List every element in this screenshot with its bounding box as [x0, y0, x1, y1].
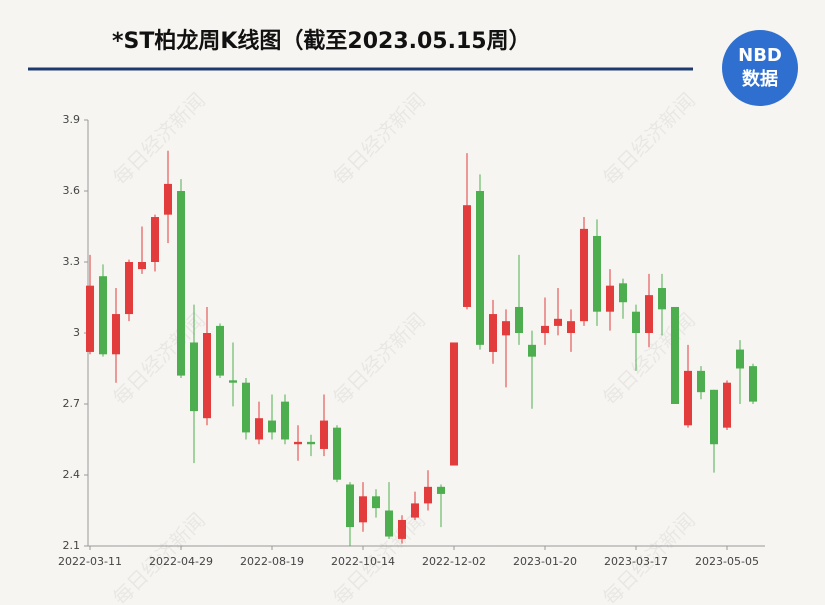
y-tick-label: 3.9 [63, 113, 81, 126]
logo-text: 数据 [742, 68, 778, 90]
candle-body [567, 321, 575, 333]
y-tick-label: 2.4 [63, 468, 81, 481]
candle-body [580, 228, 588, 322]
candle-body [671, 306, 679, 404]
candle-body [632, 311, 640, 333]
candle-body [697, 370, 705, 393]
candle-body [359, 496, 367, 523]
candle-body [749, 366, 757, 402]
candle-body [229, 380, 237, 383]
x-tick-label: 2022-08-19 [240, 555, 304, 568]
y-tick-label: 3.6 [63, 184, 81, 197]
candle-body [307, 441, 315, 445]
candle-body [450, 342, 458, 466]
candle-body [346, 484, 354, 528]
candle-body [684, 370, 692, 426]
x-tick-label: 2022-10-14 [331, 555, 395, 568]
candle-body [203, 333, 211, 419]
candle-body [255, 418, 263, 440]
candle-body [112, 314, 120, 355]
candle-body [151, 217, 159, 262]
candle-body [125, 262, 133, 315]
candle-body [99, 276, 107, 355]
candle-body [86, 285, 94, 352]
candle-body [463, 205, 471, 307]
candle-body [437, 486, 445, 494]
candle-body [515, 306, 523, 333]
x-tick-label: 2022-12-02 [422, 555, 486, 568]
logo-text: NBD [738, 45, 782, 66]
candle-body [385, 510, 393, 537]
candle-body [268, 420, 276, 433]
candle-body [424, 486, 432, 504]
logo [722, 30, 798, 106]
candle-body [554, 318, 562, 326]
y-tick-label: 2.1 [63, 539, 81, 552]
candle-body [164, 183, 172, 215]
candle-body [242, 382, 250, 433]
candle-body [333, 427, 341, 480]
candle-body [320, 420, 328, 449]
candle-body [411, 503, 419, 518]
candle-body [489, 314, 497, 352]
candle-body [541, 325, 549, 333]
candle-body [398, 519, 406, 539]
y-tick-label: 2.7 [63, 397, 81, 410]
candle-body [502, 321, 510, 336]
candle-body [138, 262, 146, 270]
candle-body [190, 342, 198, 412]
x-tick-label: 2022-03-11 [58, 555, 122, 568]
candle-body [645, 295, 653, 333]
candle-body [476, 191, 484, 345]
y-tick-label: 3 [73, 326, 80, 339]
candle-body [281, 401, 289, 440]
candle-body [619, 283, 627, 303]
candle-body [658, 288, 666, 310]
candle-body [216, 325, 224, 376]
candle-body [606, 285, 614, 312]
candle-body [710, 389, 718, 445]
x-tick-label: 2022-04-29 [149, 555, 213, 568]
candle-body [177, 191, 185, 376]
x-tick-label: 2023-05-05 [695, 555, 759, 568]
candle-body [372, 496, 380, 509]
candle-body [736, 349, 744, 369]
x-tick-label: 2023-01-20 [513, 555, 577, 568]
chart-title: *ST柏龙周K线图（截至2023.05.15周） [112, 28, 531, 54]
x-tick-label: 2023-03-17 [604, 555, 668, 568]
candle-body [294, 441, 302, 445]
candle-body [528, 344, 536, 357]
candle-body [593, 235, 601, 312]
candle-body [723, 382, 731, 428]
y-tick-label: 3.3 [63, 255, 81, 268]
